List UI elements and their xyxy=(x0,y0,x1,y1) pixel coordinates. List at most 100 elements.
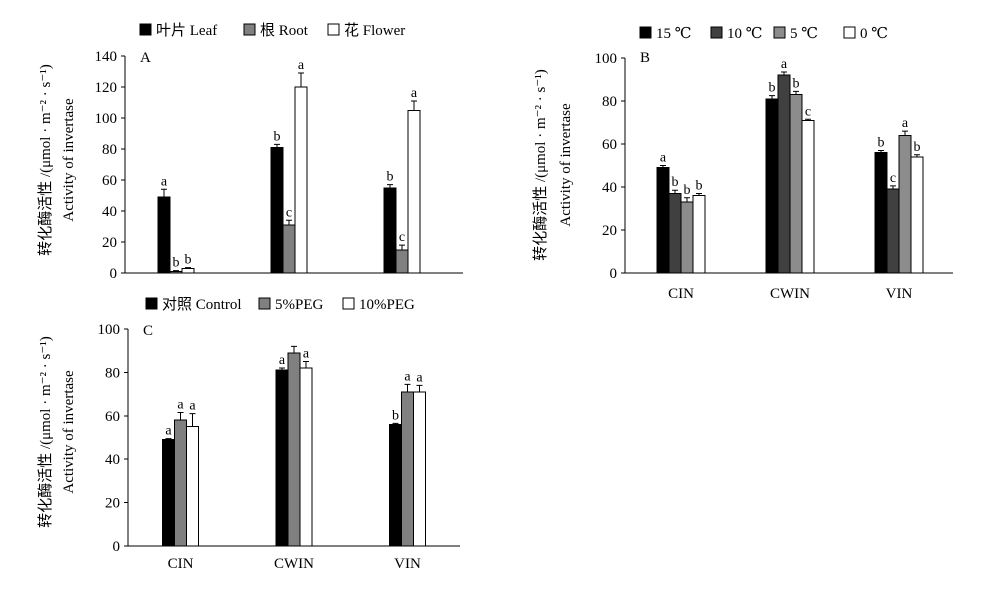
bar xyxy=(270,146,284,274)
y-tick-label: 40 xyxy=(602,180,617,196)
error-bar xyxy=(878,149,884,153)
legend-swatch xyxy=(139,23,152,36)
legend-label: 15 ℃ xyxy=(656,26,692,42)
y-tick-label: 60 xyxy=(102,173,117,189)
legend-swatch xyxy=(710,26,723,39)
error-bar xyxy=(404,383,411,392)
bar xyxy=(181,267,195,274)
error-bar xyxy=(274,143,280,148)
significance-letter: b xyxy=(387,170,394,185)
bar xyxy=(898,134,912,274)
bar xyxy=(413,391,426,547)
bar xyxy=(874,152,888,274)
y-axis-title: Activity of invertase xyxy=(61,98,77,222)
legend-swatch xyxy=(342,297,355,310)
bar xyxy=(294,86,308,274)
error-bar xyxy=(914,154,920,157)
x-category-label: CWIN xyxy=(770,286,810,302)
significance-letter: b xyxy=(769,81,776,96)
significance-letter: a xyxy=(902,116,909,131)
bar xyxy=(157,196,171,274)
significance-letter: b xyxy=(392,408,399,423)
bar xyxy=(765,98,779,274)
bar xyxy=(407,109,421,274)
panel-label: B xyxy=(640,50,650,66)
error-bar xyxy=(660,165,666,168)
significance-letter: b xyxy=(185,253,192,268)
chart-panel-a: A 转化酶活性 /(μmol · m⁻² · s⁻¹) Activity of in… xyxy=(37,22,463,282)
legend-label: 对照 Control xyxy=(162,296,242,313)
error-bar xyxy=(902,130,908,136)
significance-letter: c xyxy=(399,230,405,245)
legend-swatch xyxy=(145,297,158,310)
significance-letter: c xyxy=(805,104,811,119)
y-tick-label: 60 xyxy=(602,137,617,153)
error-bar xyxy=(392,422,399,425)
significance-letter: b xyxy=(793,76,800,91)
x-category-label: VIN xyxy=(394,556,421,572)
bar xyxy=(668,192,682,274)
x-category-label: CWIN xyxy=(274,556,314,572)
bar xyxy=(287,352,301,547)
error-bar xyxy=(286,219,292,225)
significance-letter: a xyxy=(303,347,310,362)
significance-letter: a xyxy=(298,58,305,73)
y-tick-label: 60 xyxy=(105,409,120,425)
error-bar xyxy=(173,270,179,272)
bar xyxy=(910,156,924,274)
bar xyxy=(383,187,397,274)
bar xyxy=(169,270,183,274)
bar xyxy=(656,167,670,274)
y-axis-title: 转化酶活性 /(μmol · m⁻² · s⁻¹) xyxy=(37,64,54,256)
significance-letter: a xyxy=(404,369,411,384)
bar xyxy=(801,119,815,274)
error-bar xyxy=(793,90,799,95)
x-category-label: CIN xyxy=(668,286,694,302)
significance-letter: b xyxy=(274,129,281,144)
legend-label: 根 Root xyxy=(260,22,309,39)
y-tick-label: 100 xyxy=(95,111,118,127)
significance-letter: a xyxy=(165,424,172,439)
bar xyxy=(174,419,187,547)
x-category-label: VIN xyxy=(886,286,913,302)
bar xyxy=(389,423,402,547)
error-bar xyxy=(189,413,196,427)
legend-swatch xyxy=(773,26,786,39)
y-tick-label: 20 xyxy=(602,223,617,239)
error-bar xyxy=(291,345,297,353)
y-tick-label: 80 xyxy=(105,365,120,381)
legend-label: 叶片 Leaf xyxy=(156,22,217,39)
legend-label: 10 ℃ xyxy=(727,26,763,42)
bar xyxy=(162,439,175,547)
error-bar xyxy=(805,118,811,121)
error-bar xyxy=(672,189,678,194)
legend-label: 5 ℃ xyxy=(790,26,818,42)
legend-swatch xyxy=(639,26,652,39)
y-tick-label: 120 xyxy=(95,80,118,96)
error-bar xyxy=(416,384,423,392)
bar xyxy=(275,369,289,547)
error-bar xyxy=(279,367,285,371)
bar xyxy=(886,188,900,274)
panel-label: C xyxy=(143,323,153,339)
significance-letter: b xyxy=(696,178,703,193)
bar xyxy=(777,74,791,274)
bar xyxy=(299,367,313,547)
error-bar xyxy=(399,244,405,250)
error-bar xyxy=(781,71,787,76)
error-bar xyxy=(298,72,304,87)
y-axis-title: 转化酶活性 /(μmol · m⁻² · s⁻¹) xyxy=(37,336,54,528)
error-bar xyxy=(387,184,393,188)
error-bar xyxy=(890,185,896,190)
legend-swatch xyxy=(327,23,340,36)
legend-label: 10%PEG xyxy=(359,297,415,313)
significance-letter: a xyxy=(189,399,196,414)
y-tick-label: 80 xyxy=(102,142,117,158)
legend-swatch xyxy=(243,23,256,36)
y-tick-label: 0 xyxy=(113,539,121,555)
error-bar xyxy=(769,95,775,99)
bar xyxy=(692,195,706,274)
significance-letter: a xyxy=(411,86,418,101)
y-axis-title: Activity of invertase xyxy=(558,103,574,227)
